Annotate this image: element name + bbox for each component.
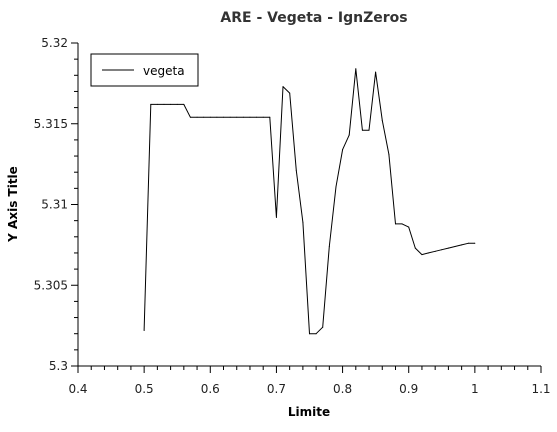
data-point [295, 170, 297, 172]
data-point [421, 254, 423, 256]
data-point [216, 116, 218, 118]
data-point [342, 149, 344, 151]
data-point [408, 226, 410, 228]
x-tick-label: 0.7 [267, 382, 286, 396]
x-tick-label: 0.5 [135, 382, 154, 396]
x-tick-label: 0.4 [68, 382, 87, 396]
data-point [335, 186, 337, 188]
data-point [348, 134, 350, 136]
y-tick-label: 5.32 [41, 36, 68, 50]
data-point [143, 329, 145, 331]
data-point [322, 326, 324, 328]
data-point [223, 116, 225, 118]
data-point [242, 116, 244, 118]
x-axis: 0.4 0.5 0.6 0.7 0.8 0.9 1 1.1 [68, 365, 551, 396]
data-point [381, 120, 383, 122]
data-point [474, 242, 476, 244]
y-axis-ticks: 5.3 5.305 5.31 5.315 5.32 [34, 36, 78, 373]
x-tick-label: 0.6 [201, 382, 220, 396]
data-point [434, 250, 436, 252]
data-point [249, 116, 251, 118]
data-point [309, 333, 310, 335]
data-point [196, 116, 198, 118]
data-point [183, 103, 185, 105]
legend: vegeta [90, 53, 199, 87]
series-layer [143, 68, 476, 335]
data-point [428, 252, 430, 254]
data-point [401, 223, 403, 225]
data-point [156, 103, 158, 105]
data-point [229, 116, 231, 118]
data-point [203, 116, 205, 118]
legend-label-vegeta: vegeta [143, 64, 185, 78]
data-point [388, 153, 390, 155]
data-point [394, 223, 396, 225]
data-point [315, 333, 317, 335]
x-tick-label: 1 [471, 382, 479, 396]
data-point [447, 247, 449, 249]
data-point [467, 242, 469, 244]
y-tick-label: 5.305 [34, 278, 68, 292]
data-point [355, 68, 357, 70]
data-point [262, 116, 264, 118]
data-point [275, 216, 277, 218]
y-tick-label: 5.3 [49, 359, 68, 373]
series-line-vegeta [143, 68, 475, 335]
chart-title: ARE - Vegeta - IgnZeros [220, 10, 407, 26]
data-point [256, 116, 258, 118]
x-axis-ticks: 0.4 0.5 0.6 0.7 0.8 0.9 1 1.1 [68, 366, 551, 396]
data-point [461, 244, 463, 246]
x-axis-title: Limite [288, 405, 330, 419]
data-point [361, 129, 363, 131]
data-point [454, 245, 456, 247]
x-tick-label: 1.1 [531, 382, 550, 396]
data-point [302, 221, 304, 223]
data-point [163, 103, 165, 105]
data-point [189, 116, 191, 118]
data-point [289, 92, 291, 94]
y-tick-label: 5.315 [34, 117, 68, 131]
data-point [368, 129, 370, 131]
data-point [328, 245, 330, 247]
y-axis: 5.3 5.305 5.31 5.315 5.32 [34, 36, 79, 373]
x-tick-label: 0.9 [399, 382, 418, 396]
data-point [414, 247, 416, 249]
data-point [150, 103, 152, 105]
data-point [209, 116, 211, 118]
data-point [375, 71, 377, 73]
x-tick-label: 0.8 [333, 382, 352, 396]
data-point [176, 103, 178, 105]
data-point [441, 249, 443, 251]
data-point [236, 116, 238, 118]
data-point [269, 116, 271, 118]
data-point [170, 103, 172, 105]
y-axis-title: Y Axis Title [6, 166, 20, 243]
y-tick-label: 5.31 [41, 198, 68, 212]
data-point [282, 86, 284, 88]
